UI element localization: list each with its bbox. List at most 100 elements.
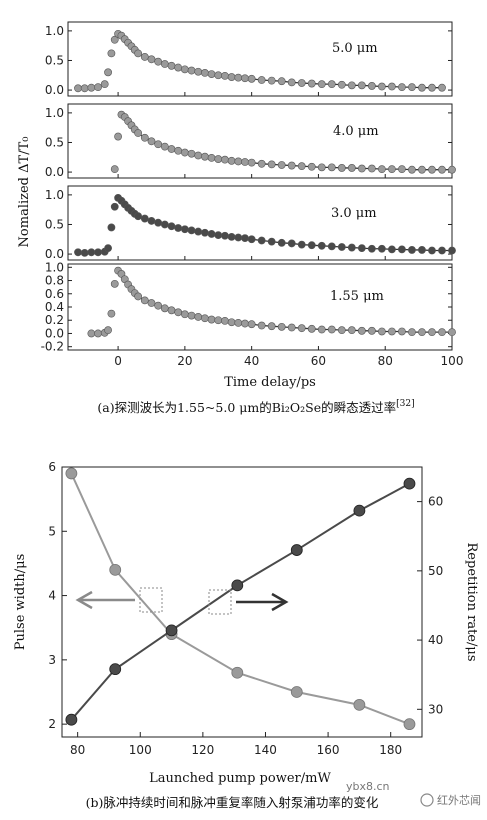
- y-left-tick-label: 3: [48, 653, 56, 667]
- data-point: [398, 245, 406, 254]
- y-tick-label: 0.8: [45, 274, 64, 288]
- data-point: [247, 74, 256, 83]
- data-point: [201, 228, 209, 237]
- data-point: [418, 83, 426, 92]
- data-point: [317, 80, 326, 89]
- data-point: [140, 214, 149, 223]
- x-tick-label: 100: [129, 743, 152, 757]
- data-point: [337, 164, 346, 172]
- data-point: [194, 227, 203, 236]
- data-point: [154, 57, 163, 66]
- data-point: [418, 246, 426, 254]
- data-point: [174, 146, 183, 155]
- data-point: [80, 248, 89, 257]
- figure-b-ylabel-left: Pulse width/μs: [13, 554, 28, 650]
- data-point: [140, 133, 149, 142]
- data-point: [357, 244, 366, 253]
- data-point: [74, 84, 82, 93]
- data-point: [337, 80, 346, 89]
- data-point: [214, 231, 223, 240]
- data-point: [154, 140, 163, 149]
- data-point: [277, 77, 286, 86]
- data-point: [317, 163, 326, 172]
- left-axis-arrow: [75, 590, 135, 610]
- data-point: [307, 324, 316, 333]
- data-point: [287, 239, 296, 248]
- data-point: [104, 68, 112, 77]
- data-point: [221, 231, 229, 240]
- data-point: [94, 248, 102, 257]
- data-point: [160, 142, 169, 151]
- data-point: [227, 156, 236, 165]
- fit-curve: [121, 114, 452, 171]
- data-point: [307, 162, 316, 171]
- data-point: [94, 83, 102, 92]
- data-point: [134, 292, 143, 301]
- data-point: [347, 81, 356, 90]
- repetition-rate-point: [290, 544, 303, 556]
- data-point: [327, 80, 336, 89]
- data-point: [377, 244, 386, 253]
- watermark: ybx8.cn 红外芯闻: [346, 780, 481, 807]
- data-point: [387, 327, 396, 336]
- data-point: [110, 165, 119, 174]
- data-point: [257, 76, 266, 84]
- data-point: [367, 244, 376, 253]
- data-point: [187, 66, 196, 75]
- data-point: [247, 320, 256, 329]
- data-point: [257, 159, 266, 168]
- data-point: [297, 240, 306, 249]
- data-point: [174, 63, 183, 72]
- wavelength-label: 4.0 μm: [333, 124, 379, 139]
- y-tick-label: 0.0: [45, 83, 64, 97]
- y-tick-label: 1.0: [45, 260, 64, 274]
- data-point: [147, 299, 156, 307]
- data-point: [241, 158, 249, 166]
- data-point: [80, 84, 89, 93]
- data-point: [234, 157, 243, 166]
- data-point: [221, 71, 229, 80]
- data-point: [201, 152, 209, 161]
- data-point: [257, 321, 266, 330]
- x-tick-label: 20: [177, 354, 192, 368]
- data-point: [448, 165, 456, 174]
- panel-frame: [67, 103, 453, 179]
- repetition-rate-point: [403, 477, 416, 490]
- pulse-width-point: [403, 718, 416, 731]
- data-point: [357, 81, 366, 90]
- data-point: [438, 83, 446, 92]
- data-point: [154, 301, 163, 310]
- data-point: [187, 311, 196, 320]
- data-point: [214, 71, 223, 80]
- data-point: [398, 327, 406, 336]
- data-point: [87, 248, 96, 257]
- data-point: [387, 245, 396, 254]
- data-point: [87, 83, 96, 92]
- figure-a-ylabel: Nomalized ΔT/T₀: [17, 137, 32, 248]
- data-point: [337, 243, 346, 251]
- data-point: [377, 327, 386, 336]
- repetition-rate-point: [165, 624, 178, 637]
- figure-b-xlabel: Launched pump power/mW: [149, 771, 331, 786]
- panel-frame: [67, 21, 453, 97]
- data-point: [201, 314, 209, 323]
- data-point: [147, 137, 156, 146]
- data-point: [287, 161, 296, 170]
- repetition-rate-point: [231, 579, 244, 592]
- data-point: [140, 53, 149, 61]
- data-point: [287, 78, 296, 87]
- data-point: [297, 79, 306, 87]
- data-point: [107, 309, 116, 318]
- watermark-logo-icon: [420, 793, 434, 807]
- x-tick-label: 100: [441, 354, 464, 368]
- x-tick-label: 180: [379, 743, 402, 757]
- fit-curve: [117, 270, 452, 333]
- data-point: [167, 306, 176, 315]
- y-tick-label: 0.0: [45, 165, 64, 179]
- x-tick-label: 0: [114, 354, 122, 368]
- data-point: [180, 65, 189, 74]
- y-left-tick-label: 2: [48, 717, 56, 731]
- data-point: [147, 55, 156, 64]
- data-point: [297, 162, 306, 171]
